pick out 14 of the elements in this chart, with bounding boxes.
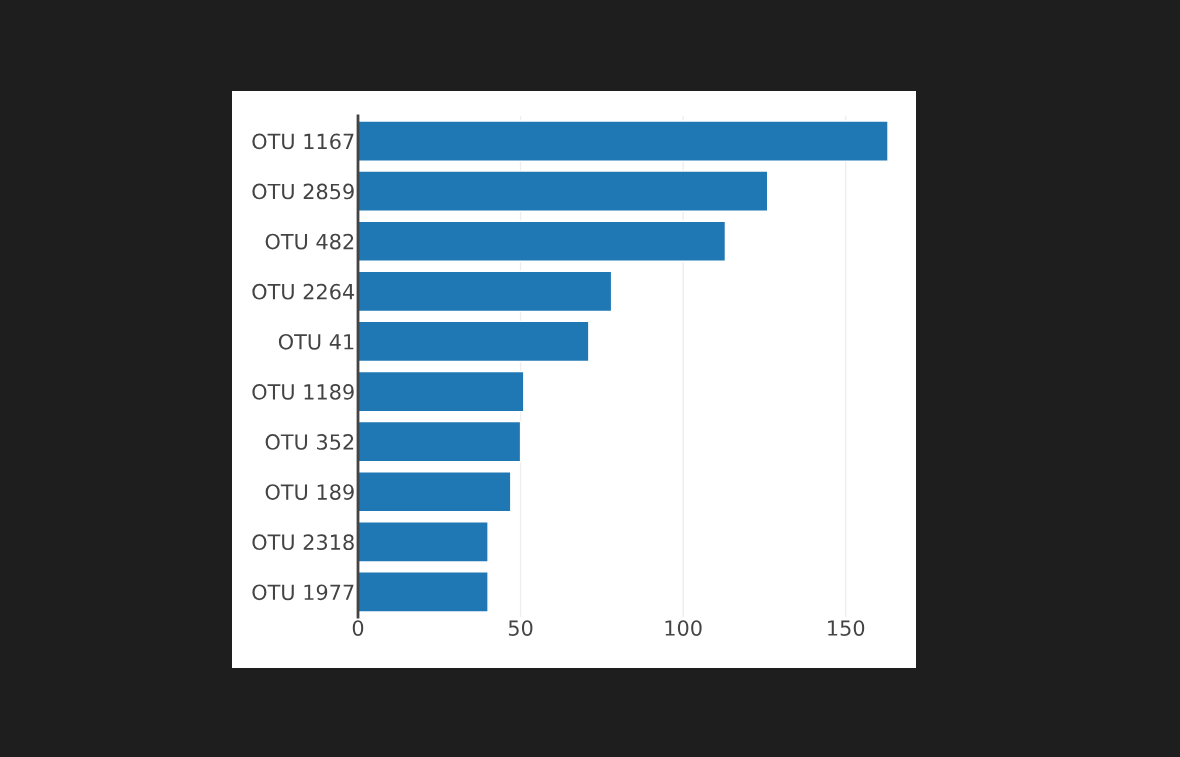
x-tick-label: 150	[828, 620, 865, 636]
y-tick-label: OTU 482	[265, 233, 354, 250]
y-tick-label: OTU 189	[265, 484, 354, 500]
y-tick-label: OTU 2859	[252, 183, 354, 200]
y-tick-label: OTU 2264	[252, 283, 355, 300]
y-tick-label: OTU 41	[278, 333, 354, 350]
y-tick-label: OTU 1189	[252, 384, 354, 400]
y-tick-label: OTU 352	[265, 434, 354, 450]
x-tick-label: 0	[352, 620, 364, 636]
y-tick-label: OTU 1977	[252, 584, 354, 601]
x-tick-label: 100	[665, 620, 702, 636]
y-tick-label: OTU 2318	[252, 534, 354, 551]
y-tick-label: OTU 1167	[252, 133, 354, 150]
x-tick-label: 50	[508, 620, 533, 636]
